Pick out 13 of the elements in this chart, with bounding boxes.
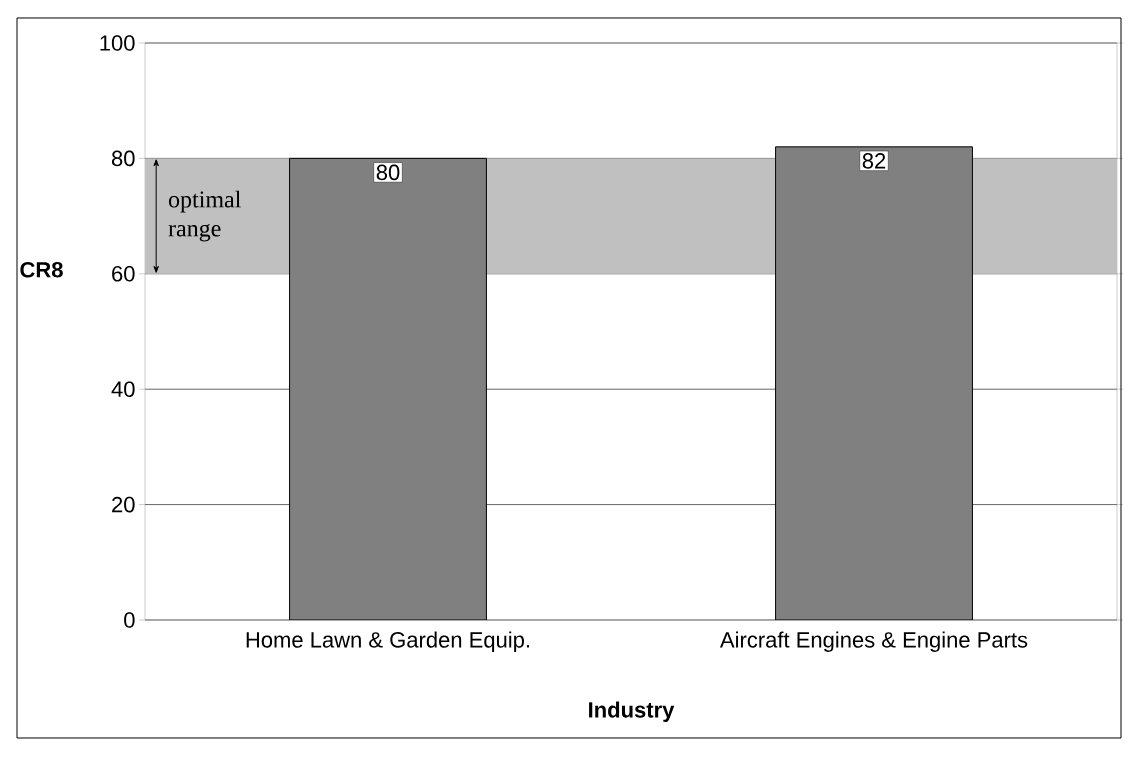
y-tick-label: 0 [124, 612, 135, 628]
x-axis-title: Industry [589, 701, 675, 723]
band-label: optimal range [168, 190, 241, 242]
x-tick-label: Home Lawn & Garden Equip. [246, 631, 530, 653]
y-tick-label: 100 [100, 35, 135, 51]
data-label: 80 [376, 164, 400, 181]
y-tick-label: 80 [111, 150, 135, 167]
y-tick-label: 20 [112, 496, 135, 513]
y-tick-label: 40 [111, 381, 135, 397]
data-label: 82 [862, 153, 886, 169]
y-tick-label: 60 [112, 266, 135, 282]
y-axis-title: CR8 [20, 261, 63, 278]
x-tick-label: Aircraft Engines & Engine Parts [719, 631, 1028, 653]
